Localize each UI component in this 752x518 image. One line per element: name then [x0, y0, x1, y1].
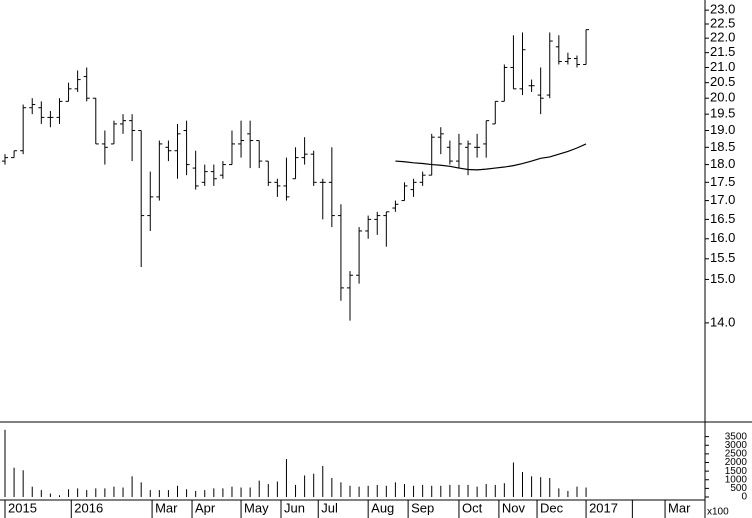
x-tick-label: Nov — [502, 500, 526, 515]
x-tick-label: Mar — [155, 500, 178, 515]
volume-tick-label: 3000 — [725, 440, 748, 451]
y-tick-label: 15.0 — [710, 271, 735, 286]
x-tick-label: 2016 — [74, 500, 103, 515]
x-tick-label: Jul — [321, 500, 338, 515]
y-tick-label: 18.0 — [710, 156, 735, 171]
y-tick-label: 21.5 — [710, 44, 735, 59]
volume-tick-label: 2500 — [725, 449, 748, 460]
y-tick-label: 17.0 — [710, 192, 735, 207]
volume-tick-label: 1500 — [725, 466, 748, 477]
y-tick-label: 15.5 — [710, 250, 735, 265]
y-tick-label: 18.5 — [710, 139, 735, 154]
y-tick-label: 14.0 — [710, 314, 735, 329]
x-tick-label: Mar — [668, 500, 691, 515]
x-tick-label: 2017 — [589, 500, 618, 515]
y-tick-label: 19.0 — [710, 122, 735, 137]
y-tick-label: 20.5 — [710, 74, 735, 89]
volume-tick-label: 2000 — [725, 457, 748, 468]
volume-tick-label: 0 — [741, 492, 747, 503]
y-tick-label: 22.5 — [710, 15, 735, 30]
y-tick-label: 20.0 — [710, 90, 735, 105]
volume-tick-label: 1000 — [725, 474, 748, 485]
x-tick-label: Dec — [540, 500, 564, 515]
moving-average — [395, 143, 587, 171]
volume-unit: x100 — [707, 507, 729, 518]
x-tick-label: 2015 — [8, 500, 37, 515]
x-tick-label: Apr — [195, 500, 216, 515]
x-tick-label: Aug — [371, 500, 394, 515]
volume-tick-label: 3500 — [725, 431, 748, 442]
x-tick-label: Jun — [284, 500, 305, 515]
y-tick-label: 23.0 — [710, 2, 735, 17]
y-tick-label: 16.0 — [710, 230, 735, 245]
y-tick-label: 16.5 — [710, 211, 735, 226]
y-tick-label: 19.5 — [710, 106, 735, 121]
volume-tick-label: 500 — [730, 483, 747, 494]
y-tick-label: 22.0 — [710, 30, 735, 45]
x-tick-label: May — [244, 500, 269, 515]
y-tick-label: 17.5 — [710, 174, 735, 189]
x-tick-label: Oct — [462, 500, 483, 515]
y-tick-label: 21.0 — [710, 59, 735, 74]
x-tick-label: Sep — [411, 500, 434, 515]
